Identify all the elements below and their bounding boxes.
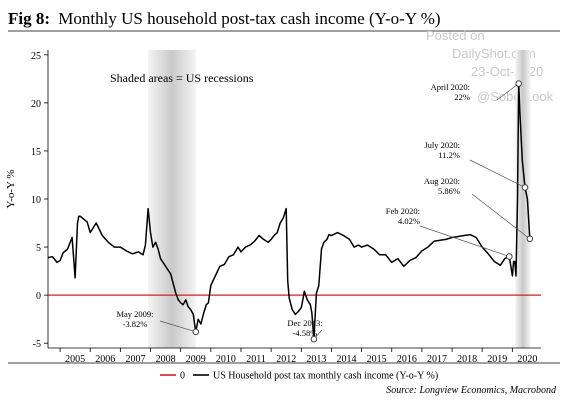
y-tick-label: 25 (31, 51, 41, 62)
annotation-point (506, 253, 513, 260)
x-tick-label: 2008 (156, 354, 176, 365)
svg-text:Fig 8: Monthly US hous: Fig 8: Monthly US household post-tax cas… (8, 9, 441, 28)
x-tick-label: 2019 (487, 354, 507, 365)
watermark-line3: 23-Oct-2020 (471, 64, 543, 79)
figure-label: Fig 8: (8, 9, 50, 28)
watermark-line1: Posted on (426, 28, 485, 43)
annotation-label: 22% (454, 92, 470, 102)
watermark: Posted on DailyShot.com 23-Oct-2020 @Sob… (426, 28, 554, 104)
x-tick-label: 2015 (367, 354, 387, 365)
legend-label-zero: 0 (180, 371, 185, 382)
series-lines (47, 82, 541, 340)
annotation-leader (159, 320, 196, 333)
x-tick-label: 2016 (397, 354, 417, 365)
y-axis: -5 0 5 10 15 20 25 (31, 51, 48, 350)
recession-bands (148, 50, 531, 348)
x-tick-label: 2007 (125, 354, 145, 365)
recession-band-1 (515, 50, 531, 348)
annotation-label: Feb 2020: (386, 206, 420, 216)
y-tick-label: 20 (31, 99, 41, 110)
chart-title: Monthly US household post-tax cash incom… (58, 9, 440, 28)
annotation-leader (471, 193, 531, 240)
y-tick-label: 10 (31, 195, 41, 206)
annotation-point (526, 235, 534, 243)
annotation-point (310, 335, 318, 343)
watermark-line4: @SoberLook (477, 89, 554, 104)
legend-label-income: US Household post tax monthly cash incom… (213, 371, 438, 382)
annotation-label: 4.02% (398, 216, 420, 226)
annotation-point (521, 184, 529, 191)
recession-note: Shaded areas = US recessions (110, 71, 254, 85)
income-series-line (47, 82, 533, 340)
annotation-label: -4.58% (293, 328, 318, 338)
x-tick-label: 2009 (186, 354, 206, 365)
watermark-line2: DailyShot.com (452, 46, 536, 61)
annotation-label: May 2009: (116, 309, 153, 319)
y-tick-label: -5 (33, 339, 41, 350)
x-tick-label: 2020 (517, 354, 537, 365)
annotation-point (515, 80, 522, 87)
annotation-label: July 2020: (424, 140, 460, 150)
annotation-label: 11.2% (438, 150, 460, 160)
x-tick-label: 2006 (95, 354, 115, 365)
legend: 0 US Household post tax monthly cash inco… (160, 371, 438, 382)
x-axis: 2005 2006 2007 2008 2009 2010 2011 2012 2013 2014… (59, 348, 537, 365)
annotation-label: Aug 2020: (424, 176, 460, 186)
x-tick-label: 2012 (276, 354, 296, 365)
annotation-label: April 2020: (431, 82, 470, 92)
title: Fig 8: Monthly US household post-tax cas… (8, 9, 560, 32)
recession-band-0 (148, 50, 196, 348)
y-tick-label: 15 (31, 147, 41, 158)
annotation-point (192, 328, 199, 336)
x-tick-label: 2010 (216, 354, 236, 365)
annotation-leader (469, 159, 526, 188)
annotation-leader (496, 83, 519, 101)
source-note: Source: Longview Economics, Macrobond (386, 385, 557, 396)
annotation-label: -3.82% (123, 319, 148, 329)
y-axis-label: Y-o-Y % (5, 170, 17, 209)
annotation-label: Dec 2013: (287, 318, 322, 328)
x-tick-label: 2014 (337, 354, 357, 365)
x-tick-label: 2013 (306, 354, 326, 365)
y-tick-label: 5 (36, 243, 41, 254)
annotation-label: 5.86% (438, 186, 460, 196)
x-tick-label: 2011 (246, 354, 266, 365)
y-tick-label: 0 (36, 291, 41, 302)
annotations: April 2020:22% July 2020:11.2% Aug 2020:5.… (116, 80, 534, 343)
x-tick-label: 2017 (427, 354, 447, 365)
x-tick-label: 2005 (65, 354, 85, 365)
x-tick-label: 2018 (457, 354, 477, 365)
annotation-leader (419, 225, 510, 257)
